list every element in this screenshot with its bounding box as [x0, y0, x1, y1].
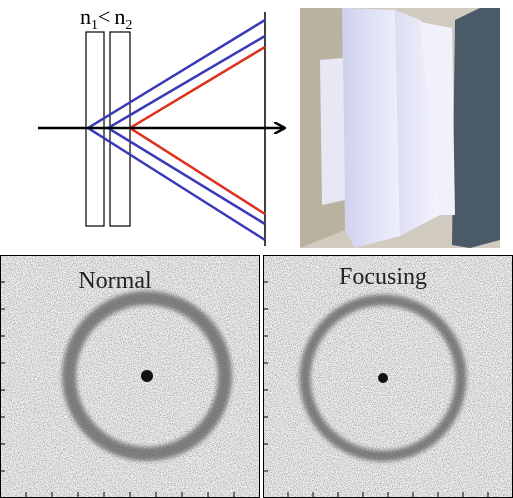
panel-left: Normal [0, 255, 260, 498]
schematic: n1<n2 [38, 4, 284, 246]
photo [300, 8, 500, 248]
sub: 2 [125, 18, 132, 33]
figure: n1<n2 Normal Focusing [0, 0, 513, 498]
ray-red [130, 47, 265, 214]
n: n [80, 4, 91, 29]
op: < [98, 4, 110, 29]
rays [88, 20, 265, 240]
panel-right: Focusing [263, 255, 513, 498]
index-label: n1<n2 [80, 4, 132, 33]
panel-title: Normal [78, 268, 152, 294]
sub: 1 [91, 18, 98, 33]
n: n [114, 4, 125, 29]
panel-title: Focusing [339, 264, 427, 290]
